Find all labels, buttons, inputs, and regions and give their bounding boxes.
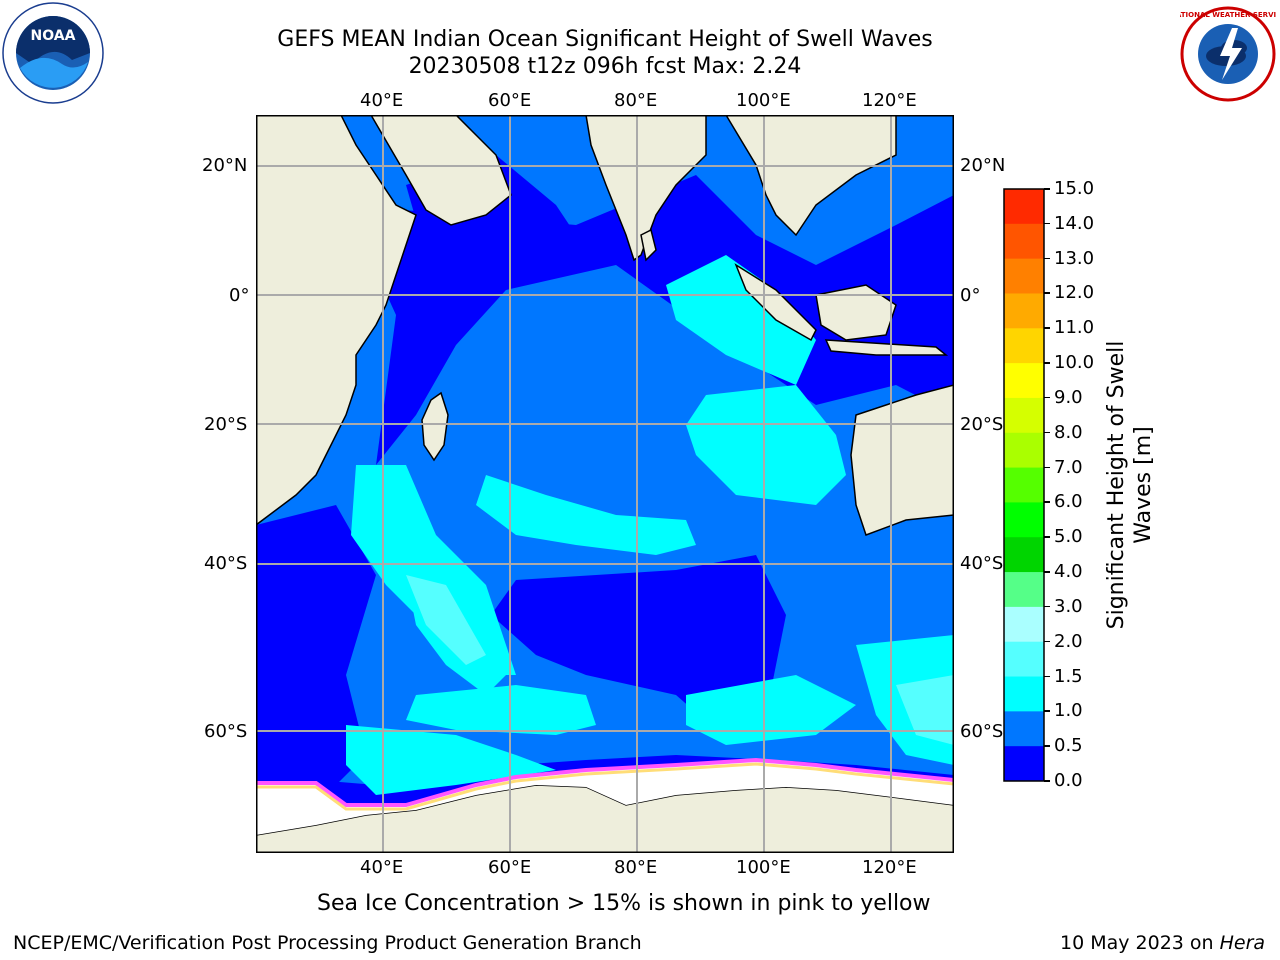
colorbar-tick-label: 11.0 <box>1054 317 1095 339</box>
colorbar-tick-label: 3.0 <box>1054 595 1083 617</box>
colorbar-swatch <box>1004 606 1044 643</box>
swell-map <box>256 115 954 853</box>
colorbar-tick-mark <box>1044 222 1050 225</box>
colorbar-tick-mark <box>1044 571 1050 573</box>
noaa-logo: NOAA <box>2 2 104 104</box>
colorbar-tick-mark <box>1044 710 1050 712</box>
lon-tick-top-100e: 100°E <box>736 90 791 111</box>
lon-tick-top-40e: 40°E <box>360 90 404 111</box>
footer-host: Hera <box>1219 932 1266 954</box>
colorbar-tick-mark <box>1044 292 1050 294</box>
colorbar-swatch <box>1004 537 1044 573</box>
colorbar-tick-label: 0.0 <box>1054 770 1083 791</box>
colorbar-swatch <box>1004 711 1044 747</box>
colorbar-swatch <box>1004 397 1044 434</box>
colorbar <box>1003 188 1045 782</box>
lon-tick-bottom-120e: 120°E <box>862 857 917 878</box>
lat-tick-right-20s: 20°S <box>960 414 1004 435</box>
colorbar-title-line2: Waves [m] <box>1131 426 1156 544</box>
footer-date-text: 10 May 2023 on <box>1060 932 1220 954</box>
colorbar-tick-mark <box>1044 362 1050 364</box>
lon-tick-bottom-40e: 40°E <box>360 857 404 878</box>
colorbar-swatch <box>1004 502 1044 538</box>
noaa-logo-text: NOAA <box>31 28 76 44</box>
sea-ice-area <box>256 760 954 835</box>
colorbar-tick-label: 0.5 <box>1054 735 1083 757</box>
colorbar-swatch <box>1004 258 1044 294</box>
colorbar-tick-label: 9.0 <box>1054 386 1083 408</box>
colorbar-tick-label: 1.5 <box>1054 665 1083 687</box>
colorbar-tick-mark <box>1044 188 1050 190</box>
lat-tick-left-40s: 40°S <box>204 553 248 574</box>
colorbar-tick-label: 13.0 <box>1054 247 1095 269</box>
lat-tick-left-20n: 20°N <box>202 155 248 176</box>
colorbar-tick-label: 14.0 <box>1054 212 1095 234</box>
colorbar-swatch <box>1004 467 1044 503</box>
colorbar-swatch <box>1004 432 1044 469</box>
nws-logo: NATIONAL WEATHER SERVICE <box>1170 6 1280 102</box>
footer-date: 10 May 2023 on Hera <box>1060 932 1265 954</box>
lon-tick-bottom-100e: 100°E <box>736 857 791 878</box>
colorbar-tick-mark <box>1044 257 1050 260</box>
lat-tick-right-60s: 60°S <box>960 721 1004 742</box>
footer-branch: NCEP/EMC/Verification Post Processing Pr… <box>13 932 642 954</box>
colorbar-tick-mark <box>1044 327 1050 329</box>
colorbar-tick-label: 5.0 <box>1054 526 1083 548</box>
colorbar-tick-label: 7.0 <box>1054 456 1083 478</box>
colorbar-swatch <box>1004 363 1044 399</box>
lat-tick-left-20s: 20°S <box>204 414 248 435</box>
lat-tick-right-20n: 20°N <box>960 155 1006 176</box>
colorbar-swatch <box>1004 189 1044 225</box>
nws-logo-text: NATIONAL WEATHER SERVICE <box>1180 11 1276 19</box>
colorbar-tick-label: 2.0 <box>1054 630 1083 652</box>
colorbar-swatch <box>1004 641 1044 678</box>
cyan-swell-regions <box>346 255 954 795</box>
colorbar-swatch <box>1004 746 1044 782</box>
lat-tick-right-40s: 40°S <box>960 553 1004 574</box>
colorbar-tick-mark <box>1044 745 1050 747</box>
map-gridlines <box>256 115 954 853</box>
lon-tick-top-60e: 60°E <box>488 90 532 111</box>
colorbar-swatch <box>1004 293 1044 329</box>
colorbar-tick-mark <box>1044 605 1050 608</box>
lat-tick-right-0: 0° <box>960 285 981 306</box>
colorbar-tick-mark <box>1044 396 1050 399</box>
sea-ice-edge <box>256 757 954 807</box>
lat-tick-left-0: 0° <box>229 285 250 306</box>
sea-ice-edge-inner <box>256 762 954 811</box>
colorbar-tick-mark <box>1044 536 1050 538</box>
colorbar-swatch <box>1004 676 1044 712</box>
chart-title: GEFS MEAN Indian Ocean Significant Heigh… <box>277 27 933 52</box>
colorbar-tick-label: 6.0 <box>1054 491 1083 513</box>
colorbar-tick-mark <box>1044 431 1050 434</box>
colorbar-tick-mark <box>1044 675 1050 678</box>
lon-tick-top-80e: 80°E <box>614 90 658 111</box>
lon-tick-bottom-60e: 60°E <box>488 857 532 878</box>
colorbar-title-line1: Significant Height of Swell <box>1104 340 1129 630</box>
colorbar-tick-label: 4.0 <box>1054 561 1083 583</box>
colorbar-frame <box>1003 188 1045 782</box>
colorbar-tick-label: 10.0 <box>1054 352 1095 374</box>
light-cyan-swell-regions <box>406 575 954 745</box>
map-frame <box>256 115 954 853</box>
colorbar-tick-label: 15.0 <box>1054 178 1095 199</box>
colorbar-tick-mark <box>1044 640 1050 643</box>
colorbar-tick-label: 1.0 <box>1054 700 1083 722</box>
colorbar-tick-mark <box>1044 780 1050 782</box>
colorbar-tick-label: 12.0 <box>1054 282 1095 304</box>
lon-tick-bottom-80e: 80°E <box>614 857 658 878</box>
colorbar-tick-label: 8.0 <box>1054 421 1083 443</box>
colorbar-swatch <box>1004 572 1044 608</box>
sea-ice-note: Sea Ice Concentration > 15% is shown in … <box>317 891 931 916</box>
colorbar-swatch <box>1004 223 1044 260</box>
chart-subtitle: 20230508 t12z 096h fcst Max: 2.24 <box>408 54 802 79</box>
colorbar-swatch <box>1004 328 1044 364</box>
lon-tick-top-120e: 120°E <box>862 90 917 111</box>
colorbar-tick-mark <box>1044 466 1050 469</box>
lat-tick-left-60s: 60°S <box>204 721 248 742</box>
land-masses <box>256 115 954 853</box>
colorbar-tick-mark <box>1044 501 1050 503</box>
